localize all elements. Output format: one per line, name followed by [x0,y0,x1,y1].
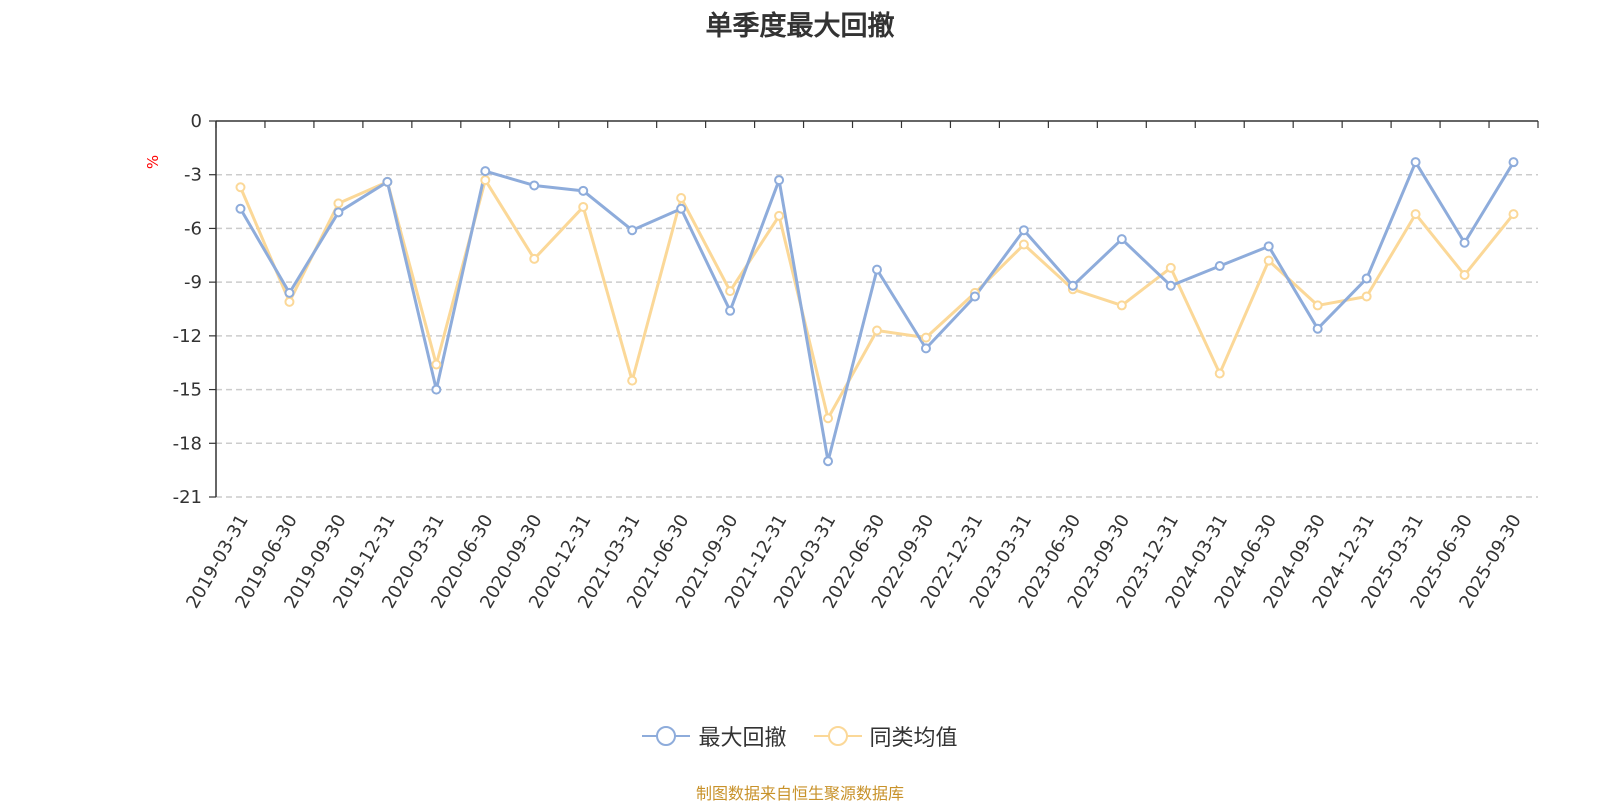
line-chart: 0-3-6-9-12-15-18-21%2019-03-312019-06-30… [144,111,1539,612]
data-point [1116,300,1127,311]
data-point [1312,300,1323,311]
y-tick-label: -6 [184,218,202,239]
data-point [1312,323,1323,334]
data-point [284,296,295,307]
data-point [872,325,882,336]
data-point [774,175,785,186]
data-point [235,203,246,214]
data-point [529,253,540,264]
y-tick-label: -9 [184,272,202,293]
legend-item-max-drawdown[interactable]: 最大回撤 [642,720,787,752]
data-point [1018,239,1029,250]
data-point [1165,262,1176,273]
data-point [1263,241,1274,252]
data-point [920,332,931,343]
series-line [239,178,1515,420]
data-point [1508,157,1519,168]
data-point [1459,237,1470,248]
data-point [920,343,931,354]
data-point [676,192,687,203]
data-point [1165,280,1176,291]
data-point [1116,234,1127,245]
data-point [480,166,491,177]
data-point [1263,255,1274,266]
data-point [1214,368,1225,379]
data-point [480,175,491,186]
data-point [333,198,344,209]
data-point [1459,269,1470,280]
data-point [1067,280,1078,291]
legend-item-peer-average[interactable]: 同类均值 [813,720,958,752]
data-point [1508,209,1519,220]
data-point [1410,209,1421,220]
data-point [774,210,785,221]
legend-label-peer-average: 同类均值 [869,726,958,751]
y-tick-label: -3 [184,165,202,186]
data-point [725,305,736,316]
legend-label-max-drawdown: 最大回撤 [698,726,787,751]
legend-marker-peer-average [813,726,862,746]
data-point [823,456,834,467]
y-tick-label: -12 [173,326,202,347]
data-point [431,384,442,395]
data-point [1018,225,1029,236]
legend-marker-max-drawdown [642,726,691,746]
y-axis-unit-label: % [144,155,162,169]
data-point [1361,273,1372,284]
data-point [382,176,393,187]
data-point [235,182,246,193]
data-point [872,264,882,275]
data-point [578,185,589,196]
data-point [725,286,736,297]
data-point [627,225,638,236]
data-point [627,375,638,386]
data-point [529,180,540,191]
data-point [676,203,687,214]
data-point [1410,157,1421,168]
source-note: 制图数据来自恒生聚源数据库 [695,784,904,803]
y-tick-label: -18 [173,433,202,454]
data-point [284,287,295,298]
y-tick-label: -15 [173,380,202,401]
data-point [431,359,442,370]
data-point [333,207,344,218]
data-point [1361,291,1372,302]
data-point [1214,261,1225,272]
chart-title: 单季度最大回撤 [705,11,895,42]
data-point [578,201,589,212]
legend: 最大回撤 同类均值 [0,720,1600,754]
y-tick-label: 0 [191,111,202,132]
series-line [239,160,1515,463]
data-point [823,413,834,424]
data-point [969,291,980,302]
y-tick-label: -21 [173,487,202,508]
